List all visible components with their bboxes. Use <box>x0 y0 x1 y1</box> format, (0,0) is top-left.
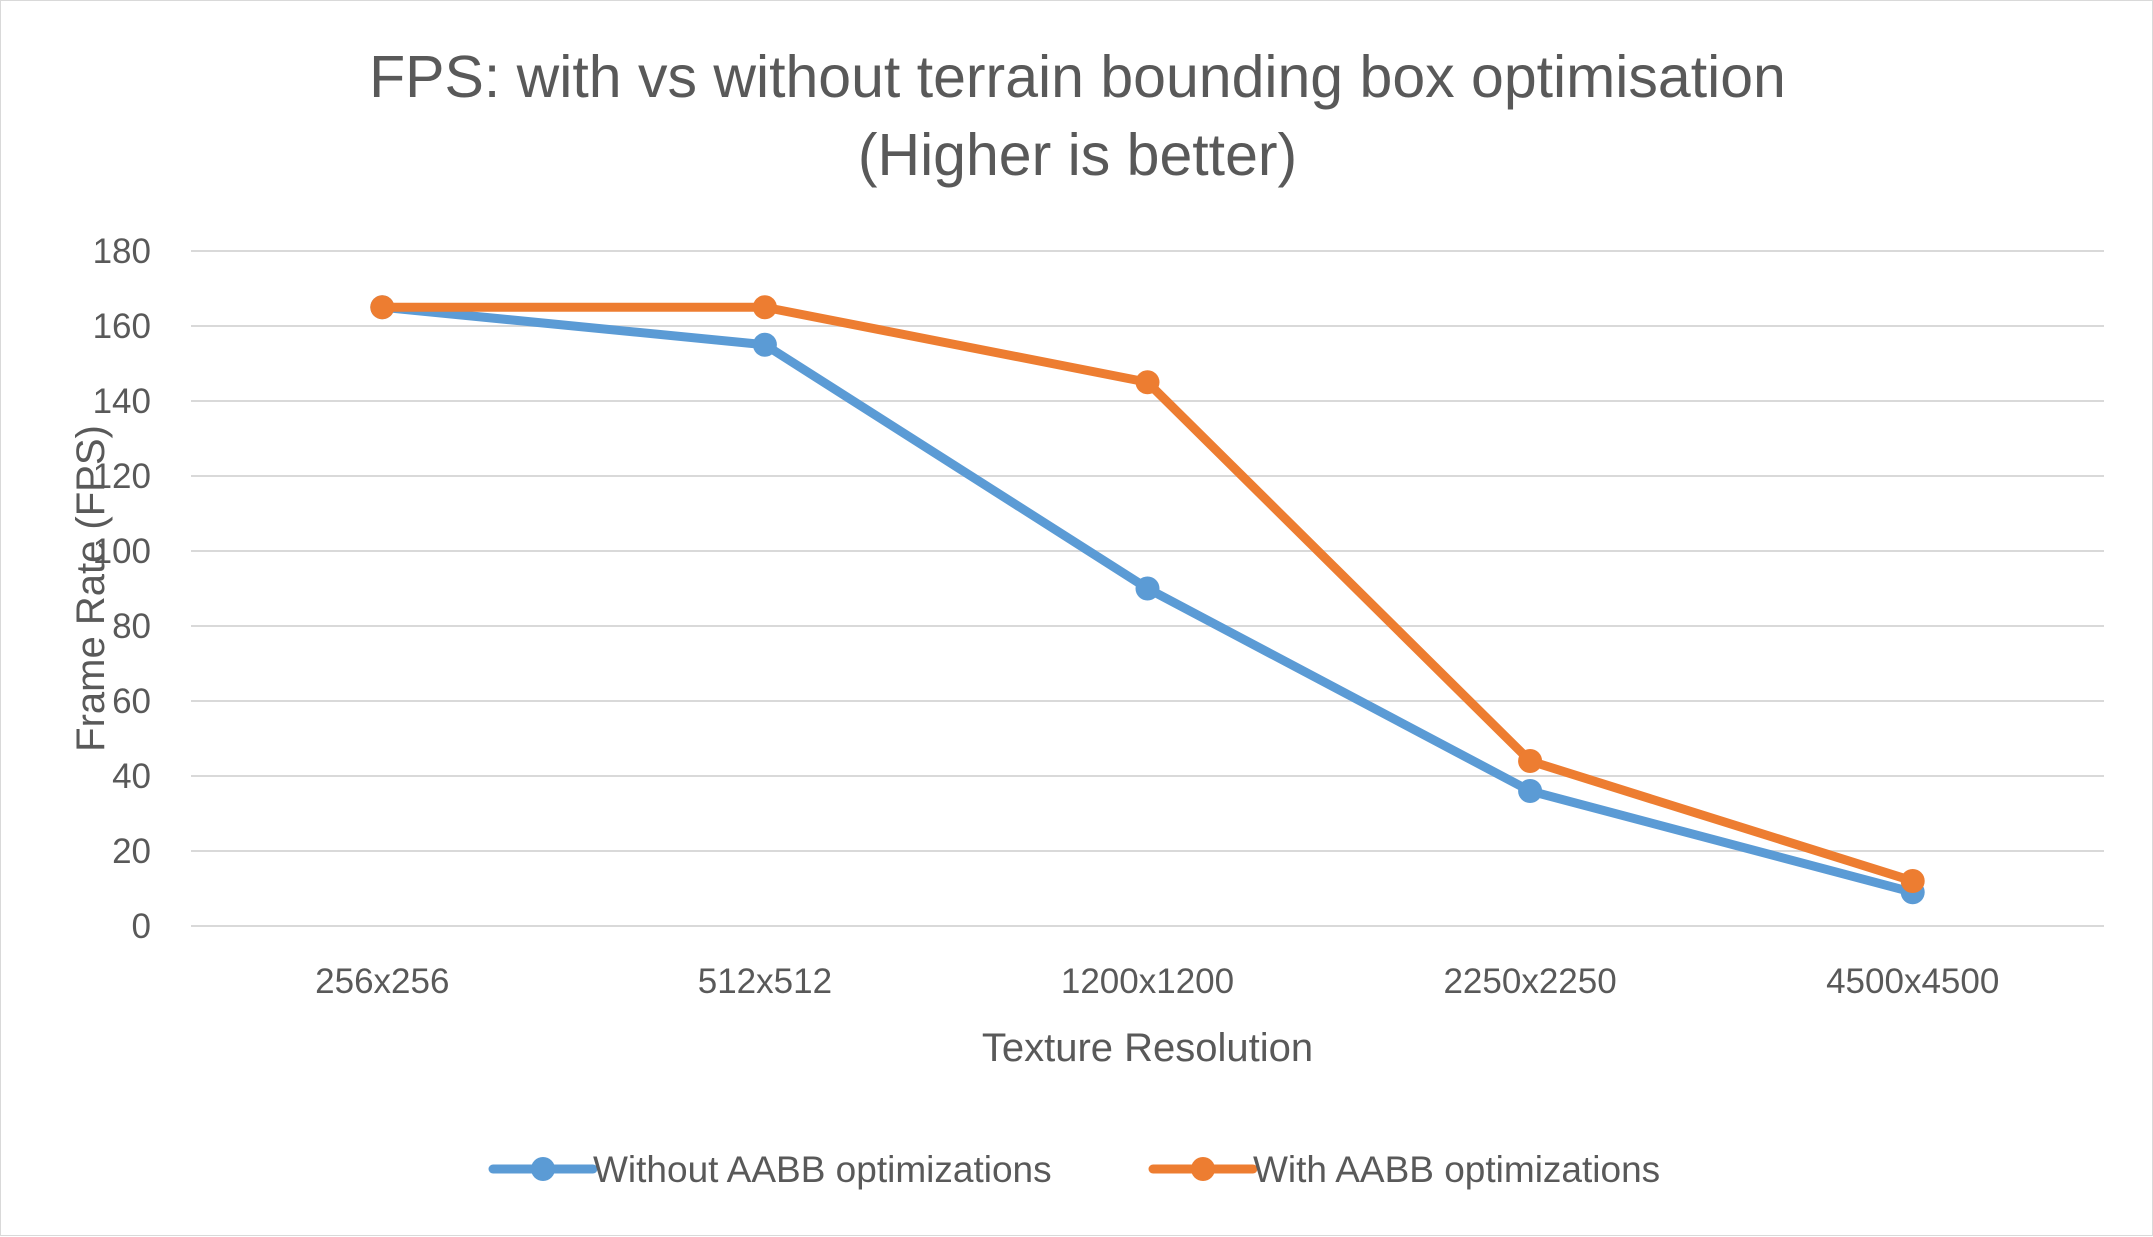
data-point <box>1900 869 1925 893</box>
x-tick-label: 1200x1200 <box>1061 962 1234 1001</box>
y-tick-label: 120 <box>93 457 151 496</box>
chart-title-line-2: (Higher is better) <box>857 122 1298 188</box>
legend: Without AABB optimizations With AABB opti… <box>488 1149 1660 1190</box>
data-point <box>1135 370 1160 395</box>
data-point <box>1518 779 1543 803</box>
y-tick-label: 180 <box>93 232 151 271</box>
legend-swatch-marker <box>1191 1157 1215 1181</box>
chart-title-line-1: FPS: with vs without terrain bounding bo… <box>369 44 1786 110</box>
legend-label: Without AABB optimizations <box>593 1149 1052 1190</box>
data-point <box>752 332 777 357</box>
series-lines <box>370 295 1925 905</box>
x-tick-label: 4500x4500 <box>1826 962 1999 1001</box>
x-tick-label: 512x512 <box>698 962 832 1001</box>
x-tick-label: 256x256 <box>315 962 449 1001</box>
x-tick-label: 2250x2250 <box>1443 962 1616 1001</box>
y-tick-label: 140 <box>93 382 151 421</box>
y-tick-label: 80 <box>112 607 151 646</box>
y-tick-label: 60 <box>112 682 151 721</box>
legend-item: Without AABB optimizations <box>488 1149 1052 1190</box>
series-with-aabb <box>370 295 1925 893</box>
data-point <box>1518 749 1543 773</box>
gridlines <box>191 250 2104 927</box>
y-tick-label: 20 <box>112 832 151 871</box>
data-point <box>370 295 395 320</box>
legend-item: With AABB optimizations <box>1148 1149 1660 1190</box>
y-tick-label: 100 <box>93 532 151 571</box>
data-point <box>752 295 777 320</box>
y-tick-label: 40 <box>112 757 151 796</box>
y-axis-title: Frame Rate (FPS) <box>69 425 113 752</box>
x-tick-labels: 256x256 512x512 1200x1200 2250x2250 4500x450… <box>315 962 1999 1001</box>
x-axis-title: Texture Resolution <box>982 1026 1313 1070</box>
legend-swatch-marker <box>531 1157 555 1181</box>
y-tick-labels: 0 20 40 60 80 100 120 140 160 180 <box>93 232 151 946</box>
y-tick-label: 160 <box>93 307 151 346</box>
data-point <box>1135 576 1160 601</box>
legend-label: With AABB optimizations <box>1253 1149 1660 1190</box>
y-tick-label: 0 <box>132 907 151 946</box>
